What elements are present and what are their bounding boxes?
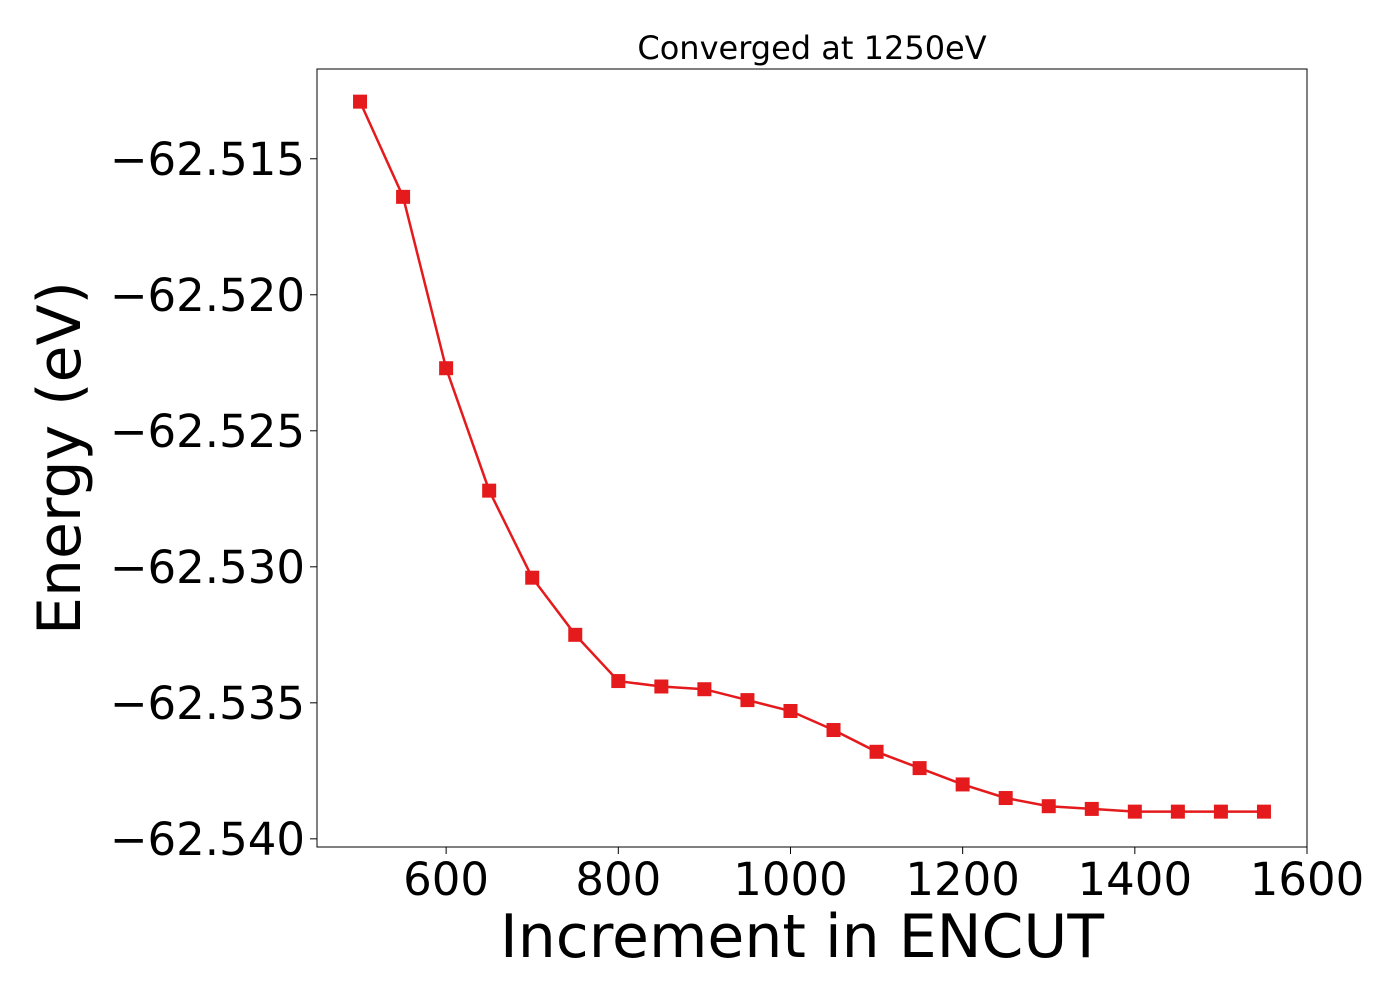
data-point <box>482 483 497 498</box>
data-point <box>1256 804 1271 819</box>
data-point <box>1084 801 1099 816</box>
x-axis: 600 800 1000 1200 1400 1600 <box>403 847 1364 906</box>
x-tick-label: 600 <box>403 853 489 906</box>
data-point <box>955 777 970 792</box>
y-tick-label: −62.535 <box>110 677 305 730</box>
data-point <box>826 723 841 738</box>
data-point <box>869 744 884 759</box>
data-point <box>611 674 626 689</box>
data-point <box>1041 799 1056 814</box>
y-axis: −62.515 −62.520 −62.525 −62.530 −62.535 −62.5… <box>110 133 317 866</box>
series-group <box>353 94 1271 819</box>
data-point <box>1170 804 1185 819</box>
y-tick-label: −62.515 <box>110 133 305 186</box>
x-tick-label: 1200 <box>905 853 1020 906</box>
data-point <box>1127 804 1142 819</box>
y-tick-label: −62.540 <box>110 813 305 866</box>
data-point <box>912 761 927 776</box>
data-point <box>998 791 1013 806</box>
y-axis-title: Energy (eV) <box>25 281 95 635</box>
plot-area <box>316 68 1308 848</box>
x-tick-label: 800 <box>575 853 661 906</box>
data-point <box>783 703 798 718</box>
data-point <box>525 570 540 585</box>
x-tick-label: 1600 <box>1250 853 1365 906</box>
data-point <box>697 682 712 697</box>
data-point <box>1213 804 1228 819</box>
data-point <box>740 693 755 708</box>
x-axis-title: Increment in ENCUT <box>500 902 1104 972</box>
data-point <box>439 361 454 376</box>
series-line <box>358 101 1264 813</box>
data-point <box>353 94 368 109</box>
data-point <box>396 189 411 204</box>
x-tick-label: 1400 <box>1078 853 1193 906</box>
y-tick-label: −62.520 <box>110 269 305 322</box>
y-tick-label: −62.530 <box>110 541 305 594</box>
data-point <box>568 627 583 642</box>
y-tick-label: −62.525 <box>110 405 305 458</box>
x-tick-label: 1000 <box>733 853 848 906</box>
data-point <box>654 679 669 694</box>
chart-title: Converged at 1250eV <box>637 29 986 67</box>
